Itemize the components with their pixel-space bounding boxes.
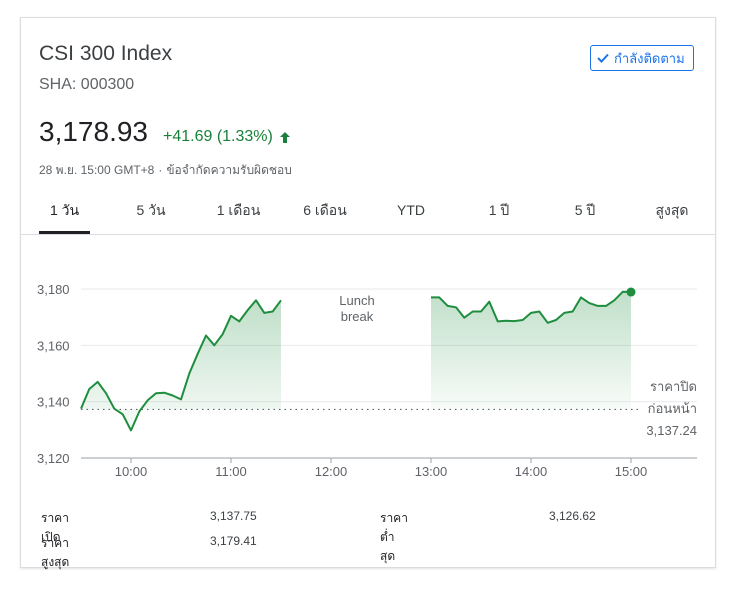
x-tick-label: 15:00	[615, 464, 648, 479]
tab-1d[interactable]: 1 วัน	[49, 202, 80, 218]
y-tick-label: 3,120	[37, 451, 70, 466]
following-button[interactable]: กำลังติดตาม	[590, 45, 694, 71]
lunch-break-label: Lunch	[339, 293, 374, 308]
high-value: 3,179.41	[210, 534, 257, 548]
index-title: CSI 300 Index	[39, 42, 173, 65]
tab-5y[interactable]: 5 ปี	[574, 202, 596, 218]
x-tick-label: 12:00	[315, 464, 348, 479]
y-tick-label: 3,180	[37, 282, 70, 297]
series-line-morning	[80, 299, 282, 432]
following-label: กำลังติดตาม	[614, 50, 685, 66]
x-tick-label: 14:00	[515, 464, 548, 479]
y-tick-label: 3,140	[37, 395, 70, 410]
checkmark-icon	[597, 53, 609, 63]
quote-meta: 28 พ.ย. 15:00 GMT+8 · ข้อจำกัดความรับผิดชอ…	[39, 161, 292, 180]
price-chart[interactable]: 3,180 3,160 3,140 3,120 10:00 11:00 12:00 13:00…	[21, 18, 715, 498]
prev-close-label: ก่อนหน้า	[648, 401, 697, 416]
low-label: ราคาต่ำสุด	[380, 511, 408, 563]
tab-1y[interactable]: 1 ปี	[488, 202, 510, 218]
x-tick-label: 11:00	[215, 464, 247, 479]
disclaimer-link[interactable]: ข้อจำกัดความรับผิดชอบ	[166, 163, 292, 177]
meta-separator: ·	[158, 163, 163, 177]
active-tab-indicator	[39, 231, 90, 234]
high-label: ราคาสูงสุด	[41, 536, 70, 569]
open-label: ราคาเปิด	[41, 511, 69, 544]
quote-timestamp: 28 พ.ย. 15:00 GMT+8	[39, 163, 155, 177]
prev-close-label: ราคาปิด	[650, 379, 697, 394]
series-area-afternoon	[431, 291, 631, 410]
series-area-morning	[81, 300, 281, 431]
x-tick-label: 10:00	[115, 464, 148, 479]
stock-card: CSI 300 Index SHA: 000300 กำลังติดตาม 3,…	[20, 17, 716, 569]
series-line-afternoon	[431, 290, 632, 324]
price-change-text: +41.69 (1.33%)	[163, 128, 273, 145]
current-price: 3,178.93	[39, 116, 148, 147]
tab-max[interactable]: สูงสุด	[655, 202, 689, 218]
tab-ytd[interactable]: YTD	[397, 202, 425, 218]
ticker-symbol: SHA: 000300	[39, 76, 135, 93]
tab-5d[interactable]: 5 วัน	[136, 202, 166, 218]
price-change: +41.69 (1.33%)	[163, 128, 291, 146]
low-value: 3,126.62	[549, 509, 596, 523]
arrow-up-icon	[279, 131, 290, 143]
y-tick-label: 3,160	[37, 338, 70, 353]
range-tabs: 1 วัน 5 วัน 1 เดือน 6 เดือน YTD 1 ปี 5 ป…	[21, 190, 715, 235]
tab-1m[interactable]: 1 เดือน	[216, 202, 261, 218]
open-value: 3,137.75	[210, 509, 257, 523]
prev-close-value: 3,137.24	[646, 423, 697, 438]
last-price-dot	[626, 287, 636, 297]
tab-6m[interactable]: 6 เดือน	[303, 202, 347, 218]
lunch-break-label: break	[341, 309, 374, 324]
x-tick-label: 13:00	[415, 464, 448, 479]
